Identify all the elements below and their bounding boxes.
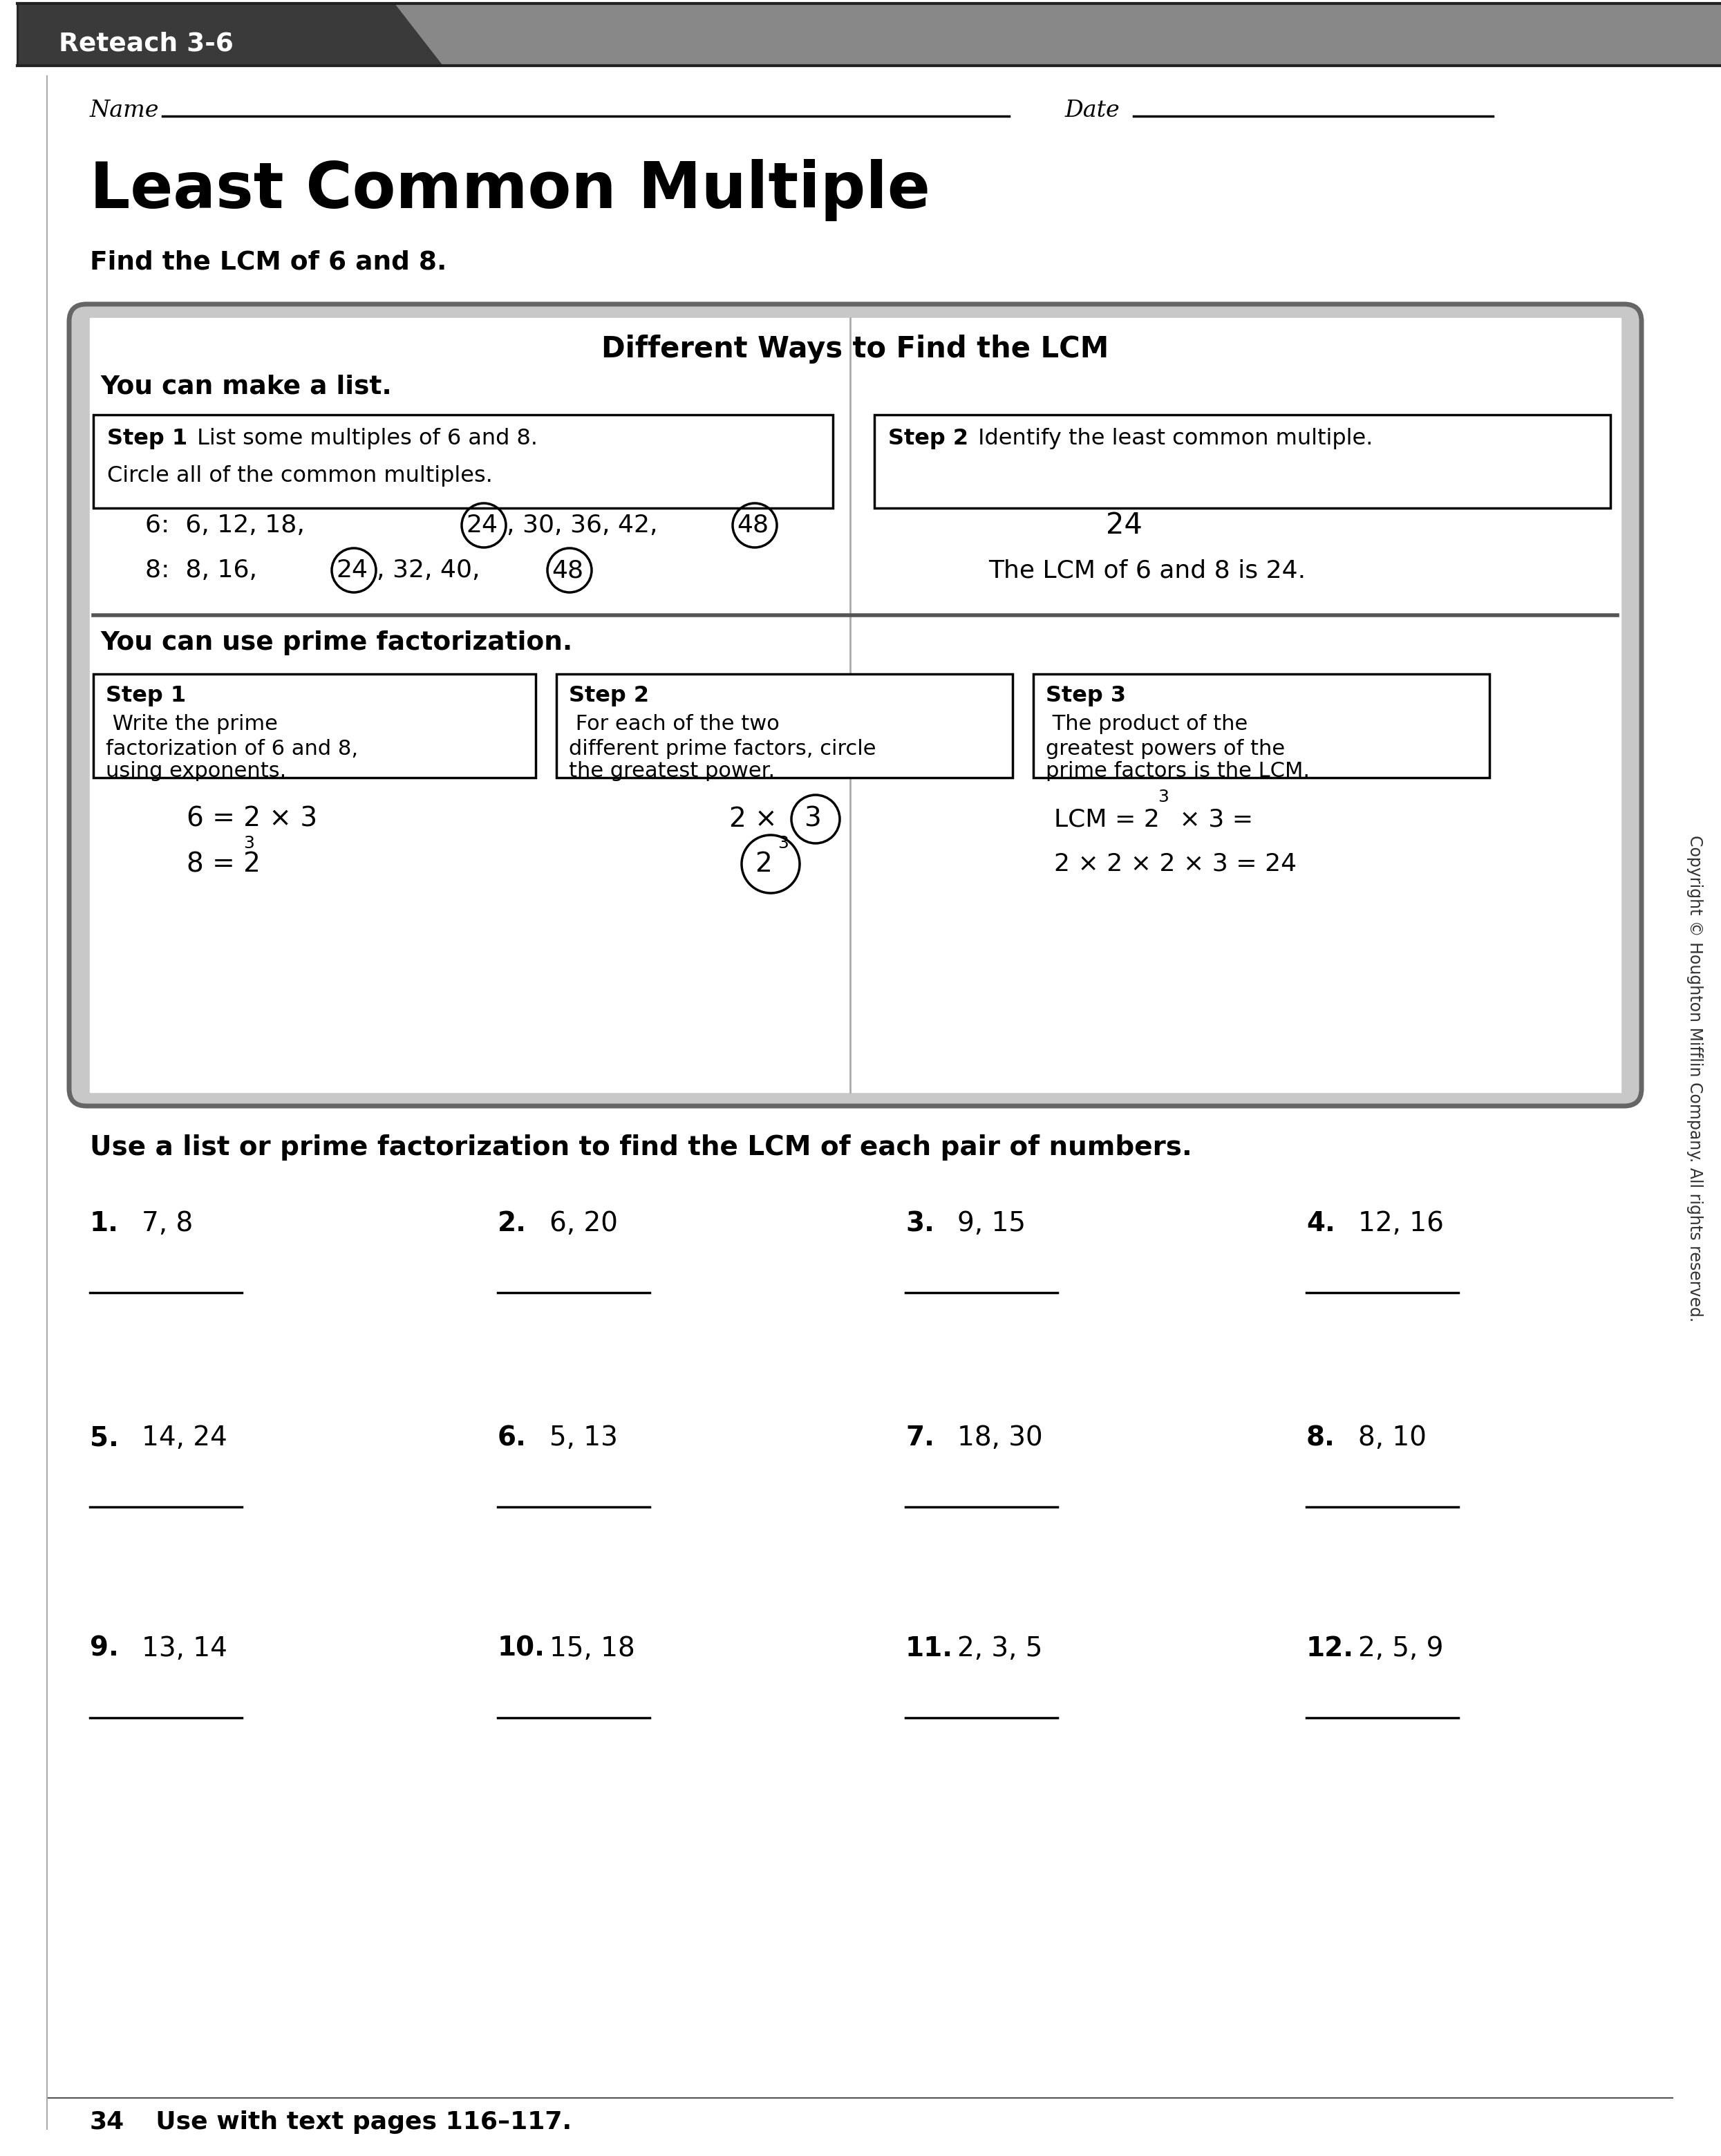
Text: For each of the two: For each of the two [570,714,780,733]
Text: 5.: 5. [89,1425,119,1451]
Bar [556,675,1012,778]
Polygon shape [17,4,442,65]
Text: using exponents.: using exponents. [105,761,286,780]
Text: 14, 24: 14, 24 [141,1425,227,1451]
Text: 6.: 6. [497,1425,527,1451]
Text: 3: 3 [1158,789,1169,806]
Text: Find the LCM of 6 and 8.: Find the LCM of 6 and 8. [89,250,447,276]
Text: 8 = 2: 8 = 2 [186,852,260,877]
Bar [1033,675,1489,778]
Text: 6 = 2 × 3: 6 = 2 × 3 [186,806,317,832]
Text: 48: 48 [737,513,769,537]
Text: 24: 24 [336,558,368,582]
Text: 2, 5, 9: 2, 5, 9 [1358,1636,1444,1662]
Bar [93,414,833,509]
Text: Step 2: Step 2 [570,686,649,707]
Bar [874,414,1611,509]
Text: 2 × 2 × 2 × 3 = 24: 2 × 2 × 2 × 3 = 24 [1053,852,1296,875]
Bar [93,675,535,778]
Text: 9.: 9. [89,1636,119,1662]
Text: Step 2: Step 2 [888,429,969,451]
Text: 3: 3 [804,806,821,832]
Text: Use with text pages 116–117.: Use with text pages 116–117. [138,2111,571,2134]
Text: 2: 2 [756,852,771,877]
Text: 3: 3 [778,834,788,852]
Text: 2 ×: 2 × [730,806,778,832]
Text: × 3 =: × 3 = [1172,806,1253,830]
Text: You can make a list.: You can make a list. [100,375,392,399]
Text: Step 1: Step 1 [107,429,188,451]
Text: LCM = 2: LCM = 2 [1053,806,1160,830]
Text: 7.: 7. [905,1425,935,1451]
Text: different prime factors, circle: different prime factors, circle [570,740,876,759]
Text: Least Common Multiple: Least Common Multiple [89,160,931,222]
Text: 4.: 4. [1306,1210,1335,1238]
Text: Use a list or prime factorization to find the LCM of each pair of numbers.: Use a list or prime factorization to fin… [89,1134,1193,1160]
Text: 8, 10: 8, 10 [1358,1425,1427,1451]
Text: Date: Date [1064,99,1120,121]
Text: Write the prime: Write the prime [105,714,277,733]
Text: List some multiples of 6 and 8.: List some multiples of 6 and 8. [189,429,537,451]
Bar [89,317,1621,1093]
Text: The LCM of 6 and 8 is 24.: The LCM of 6 and 8 is 24. [988,558,1306,582]
Text: prime factors is the LCM.: prime factors is the LCM. [1046,761,1310,780]
Text: 11.: 11. [905,1636,953,1662]
Text: 10.: 10. [497,1636,546,1662]
Text: Step 1: Step 1 [105,686,186,707]
Text: 48: 48 [551,558,583,582]
Text: 12.: 12. [1306,1636,1354,1662]
Text: factorization of 6 and 8,: factorization of 6 and 8, [105,740,358,759]
Polygon shape [394,4,1721,65]
Text: Circle all of the common multiples.: Circle all of the common multiples. [107,466,492,487]
Text: 24: 24 [466,513,497,537]
Text: Different Ways to Find the LCM: Different Ways to Find the LCM [601,334,1108,364]
Text: Step 3: Step 3 [1046,686,1126,707]
Text: 8.: 8. [1306,1425,1335,1451]
Text: The product of the: The product of the [1046,714,1248,733]
Text: Name: Name [89,99,160,121]
Text: 8:  8, 16,: 8: 8, 16, [145,558,265,582]
Text: 3: 3 [243,834,255,852]
Text: 7, 8: 7, 8 [141,1210,193,1238]
Text: , 30, 36, 42,: , 30, 36, 42, [506,513,666,537]
Text: You can use prime factorization.: You can use prime factorization. [100,630,573,655]
Text: 13, 14: 13, 14 [141,1636,227,1662]
Text: 9, 15: 9, 15 [957,1210,1026,1238]
Text: 2, 3, 5: 2, 3, 5 [957,1636,1043,1662]
Text: 34: 34 [89,2111,124,2134]
Text: 1.: 1. [89,1210,119,1238]
Text: Identify the least common multiple.: Identify the least common multiple. [971,429,1373,451]
Text: 6:  6, 12, 18,: 6: 6, 12, 18, [145,513,313,537]
Text: 2.: 2. [497,1210,527,1238]
Text: 3.: 3. [905,1210,935,1238]
Text: Copyright © Houghton Mifflin Company. All rights reserved.: Copyright © Houghton Mifflin Company. Al… [1687,834,1704,1322]
Text: 5, 13: 5, 13 [549,1425,618,1451]
Text: greatest powers of the: greatest powers of the [1046,740,1286,759]
FancyBboxPatch shape [69,304,1642,1106]
Text: Reteach 3-6: Reteach 3-6 [59,30,234,56]
Text: 18, 30: 18, 30 [957,1425,1043,1451]
Text: 24: 24 [1107,511,1143,539]
Text: 15, 18: 15, 18 [549,1636,635,1662]
Text: the greatest power.: the greatest power. [570,761,774,780]
Text: , 32, 40,: , 32, 40, [377,558,489,582]
Text: 6, 20: 6, 20 [549,1210,618,1238]
Text: 12, 16: 12, 16 [1358,1210,1444,1238]
